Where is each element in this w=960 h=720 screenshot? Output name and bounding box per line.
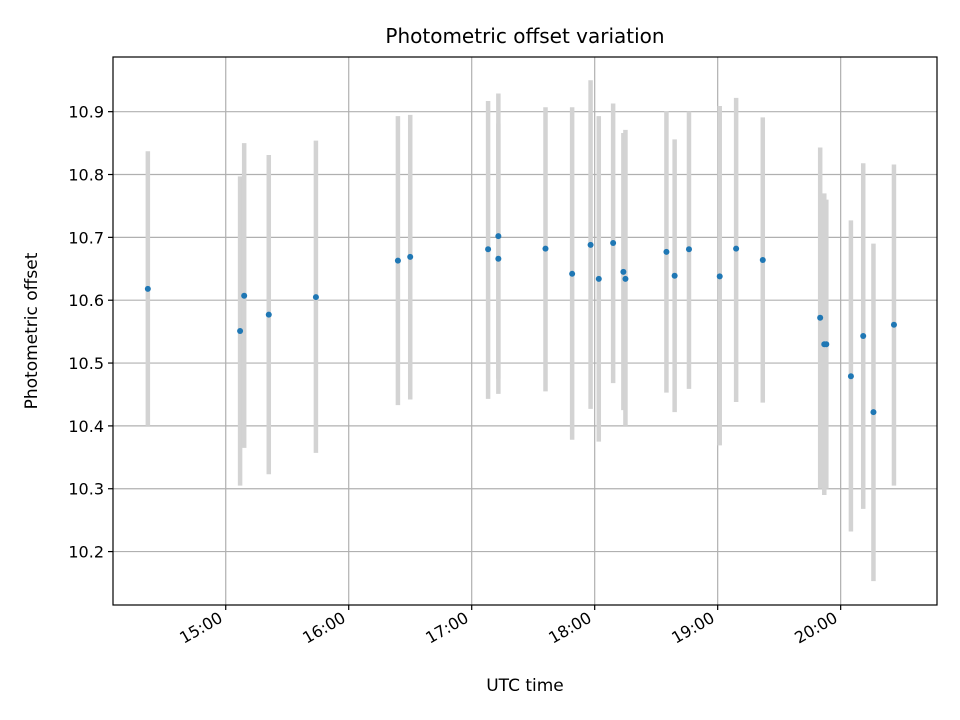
data-point: [671, 272, 678, 279]
data-point: [622, 275, 629, 282]
y-tick-label: 10.8: [68, 166, 104, 185]
data-point: [759, 256, 766, 263]
data-point: [587, 241, 594, 248]
data-point: [733, 245, 740, 252]
data-point: [663, 248, 670, 255]
data-point: [595, 275, 602, 282]
data-point: [870, 409, 877, 416]
y-tick-label: 10.9: [68, 103, 104, 122]
data-point: [847, 373, 854, 380]
x-axis-label: UTC time: [486, 676, 564, 696]
y-tick-label: 10.2: [68, 543, 104, 562]
y-tick-label: 10.3: [68, 480, 104, 499]
data-point: [860, 333, 867, 340]
data-point: [241, 292, 248, 299]
y-tick-label: 10.6: [68, 291, 104, 310]
data-point: [890, 321, 897, 328]
data-point: [394, 257, 401, 264]
y-tick-label: 10.4: [68, 417, 104, 436]
data-point: [495, 255, 502, 262]
y-axis-label: Photometric offset: [22, 252, 42, 409]
data-point: [265, 311, 272, 318]
data-point: [817, 314, 824, 321]
data-point: [685, 246, 692, 253]
data-point: [144, 285, 151, 292]
data-point: [716, 273, 723, 280]
y-axis-ticks: 10.2 10.3 10.4 10.5 10.6 10.7 10.8 10.9: [68, 103, 113, 562]
data-points: [144, 233, 897, 416]
chart-title: Photometric offset variation: [385, 24, 664, 48]
plot-frame: [112, 56, 938, 606]
data-point: [620, 268, 627, 275]
y-tick-label: 10.7: [68, 228, 104, 247]
y-tick-label: 10.5: [68, 354, 104, 373]
data-point: [237, 328, 244, 334]
data-point: [542, 245, 549, 252]
data-point: [569, 270, 576, 277]
data-point: [610, 240, 617, 247]
data-point: [823, 341, 830, 348]
data-point: [312, 294, 319, 301]
data-point: [407, 253, 414, 260]
data-point: [485, 246, 492, 253]
data-point: [495, 233, 502, 240]
